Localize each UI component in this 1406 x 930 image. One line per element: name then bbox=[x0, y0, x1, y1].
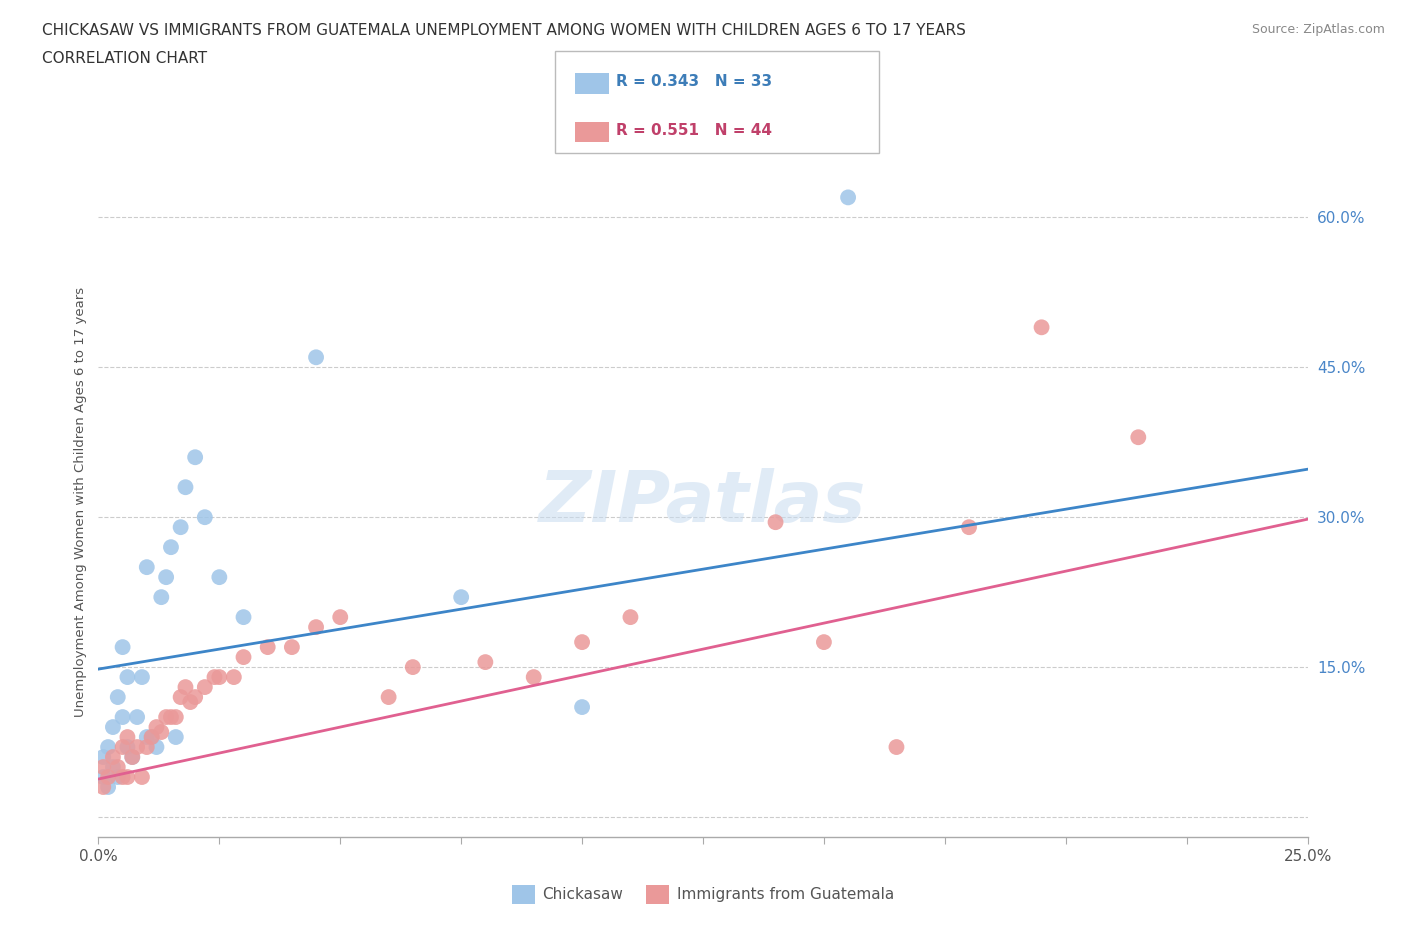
Point bbox=[121, 750, 143, 764]
Point bbox=[165, 710, 187, 724]
Point bbox=[194, 680, 217, 695]
Point bbox=[305, 350, 328, 365]
Point bbox=[329, 610, 352, 625]
Point bbox=[232, 650, 254, 665]
Point bbox=[169, 520, 191, 535]
Point bbox=[127, 739, 149, 754]
Point bbox=[101, 750, 124, 764]
Point bbox=[101, 760, 124, 775]
Point bbox=[204, 670, 226, 684]
Point bbox=[127, 710, 149, 724]
Text: CORRELATION CHART: CORRELATION CHART bbox=[42, 51, 207, 66]
Point bbox=[208, 570, 231, 585]
Point bbox=[117, 730, 139, 745]
Point bbox=[150, 724, 173, 739]
Point bbox=[135, 560, 157, 575]
Point bbox=[135, 730, 157, 745]
Point bbox=[97, 770, 120, 785]
Point bbox=[208, 670, 231, 684]
Point bbox=[141, 730, 163, 745]
Point bbox=[155, 570, 177, 585]
Point bbox=[111, 739, 134, 754]
Point bbox=[135, 739, 157, 754]
Point bbox=[813, 634, 835, 649]
Point bbox=[117, 770, 139, 785]
Point bbox=[281, 640, 304, 655]
Point bbox=[165, 730, 187, 745]
Text: Source: ZipAtlas.com: Source: ZipAtlas.com bbox=[1251, 23, 1385, 36]
Point bbox=[91, 779, 114, 794]
Point bbox=[402, 659, 425, 674]
Point bbox=[111, 770, 134, 785]
Point bbox=[97, 739, 120, 754]
Point bbox=[169, 690, 191, 705]
Point bbox=[232, 610, 254, 625]
Point bbox=[91, 770, 114, 785]
Text: CHICKASAW VS IMMIGRANTS FROM GUATEMALA UNEMPLOYMENT AMONG WOMEN WITH CHILDREN AG: CHICKASAW VS IMMIGRANTS FROM GUATEMALA U… bbox=[42, 23, 966, 38]
Point bbox=[194, 510, 217, 525]
Point bbox=[523, 670, 546, 684]
Point bbox=[174, 480, 197, 495]
Point bbox=[101, 720, 124, 735]
Point bbox=[117, 670, 139, 684]
Point bbox=[121, 750, 143, 764]
Point bbox=[1128, 430, 1150, 445]
Point bbox=[141, 730, 163, 745]
Point bbox=[160, 539, 183, 554]
Text: R = 0.343   N = 33: R = 0.343 N = 33 bbox=[616, 74, 772, 89]
Point bbox=[305, 619, 328, 634]
Point bbox=[256, 640, 278, 655]
Point bbox=[571, 699, 593, 714]
Point bbox=[107, 770, 129, 785]
Point bbox=[131, 670, 153, 684]
Point bbox=[97, 779, 120, 794]
Point bbox=[184, 690, 207, 705]
Point bbox=[1031, 320, 1053, 335]
Point bbox=[837, 190, 859, 205]
Point bbox=[450, 590, 472, 604]
Y-axis label: Unemployment Among Women with Children Ages 6 to 17 years: Unemployment Among Women with Children A… bbox=[75, 287, 87, 717]
Text: R = 0.551   N = 44: R = 0.551 N = 44 bbox=[616, 123, 772, 138]
Point bbox=[619, 610, 641, 625]
Point bbox=[765, 514, 787, 529]
Point bbox=[179, 695, 201, 710]
Point bbox=[107, 690, 129, 705]
Point bbox=[145, 720, 167, 735]
Point bbox=[474, 655, 496, 670]
Point bbox=[571, 634, 593, 649]
Point bbox=[160, 710, 183, 724]
Point bbox=[222, 670, 245, 684]
Point bbox=[184, 450, 207, 465]
Point bbox=[131, 770, 153, 785]
Point bbox=[111, 640, 134, 655]
Point bbox=[174, 680, 197, 695]
Point bbox=[957, 520, 980, 535]
Point bbox=[150, 590, 173, 604]
Text: ZIPatlas: ZIPatlas bbox=[540, 468, 866, 537]
Point bbox=[145, 739, 167, 754]
Point bbox=[155, 710, 177, 724]
Point bbox=[886, 739, 908, 754]
Point bbox=[91, 760, 114, 775]
Point bbox=[107, 760, 129, 775]
Legend: Chickasaw, Immigrants from Guatemala: Chickasaw, Immigrants from Guatemala bbox=[506, 879, 900, 910]
Point bbox=[117, 739, 139, 754]
Point bbox=[111, 710, 134, 724]
Point bbox=[91, 750, 114, 764]
Point bbox=[377, 690, 399, 705]
